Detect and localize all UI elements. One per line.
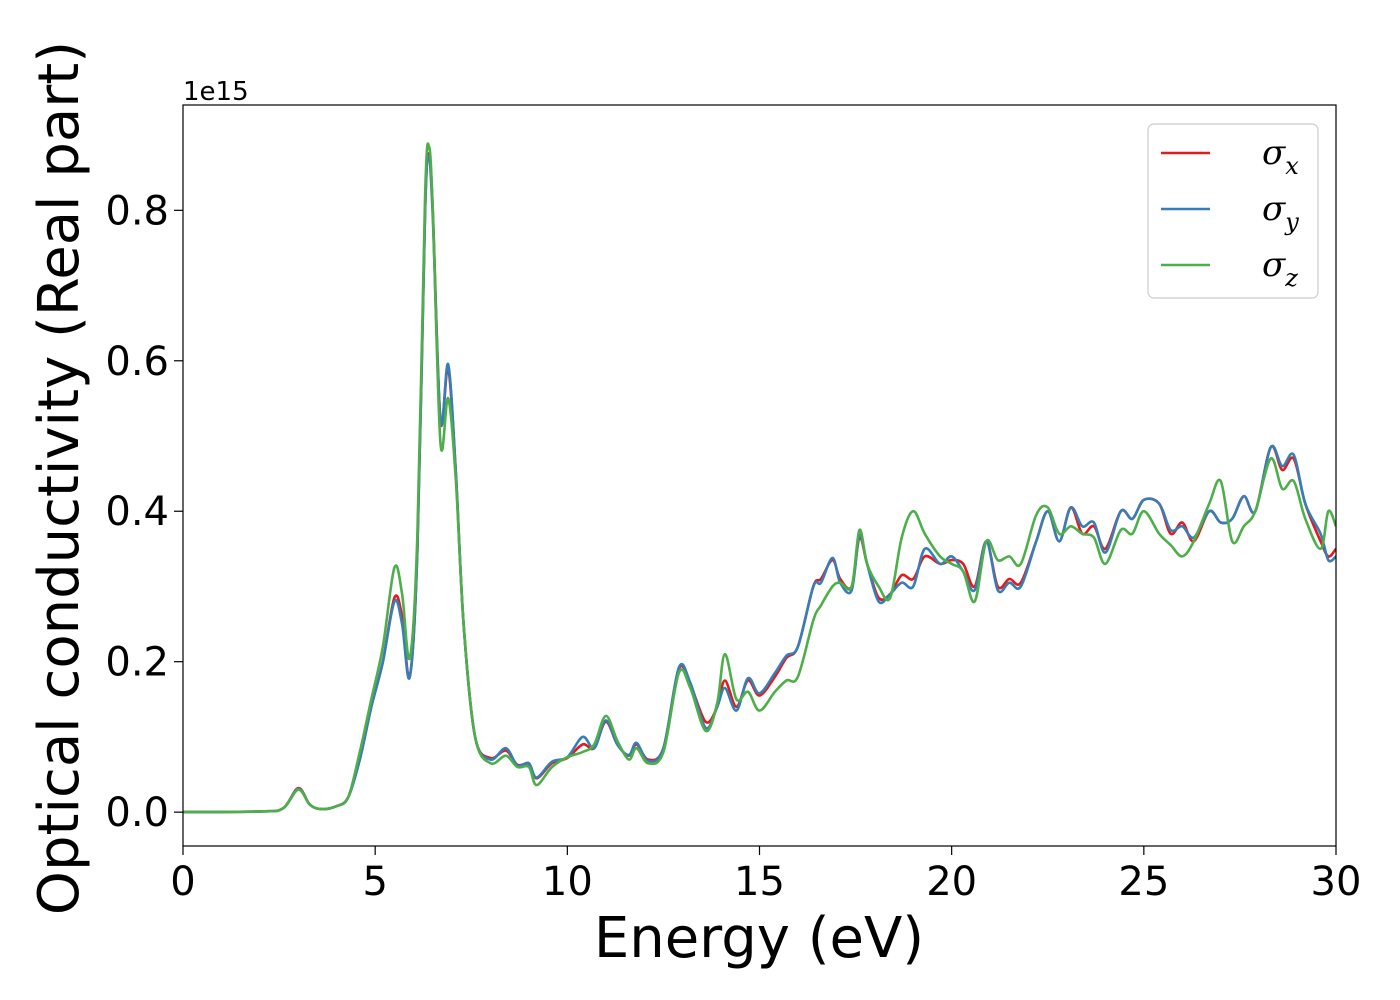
x-tick-label: 30	[1311, 859, 1362, 905]
y-tick-label: 0.0	[105, 790, 169, 836]
y-tick-label: 0.6	[105, 339, 169, 385]
x-tick-label: 20	[926, 859, 977, 905]
y-offset-text: 1e15	[183, 77, 249, 107]
x-tick-label: 0	[170, 859, 195, 905]
legend-label-x: σx	[1262, 133, 1299, 180]
x-tick-label: 5	[362, 859, 387, 905]
legend-label-y: σy	[1262, 189, 1299, 236]
legend: σx σy σz	[1147, 123, 1319, 299]
y-tick-label: 0.2	[105, 640, 169, 686]
series-line-z	[183, 142, 1336, 814]
legend-frame	[1147, 123, 1319, 299]
x-tick-label: 15	[734, 859, 785, 905]
legend-items: σx σy σz	[1161, 133, 1299, 292]
y-axis-ticks: 0.0 0.2 0.4 0.6 0.8	[105, 188, 183, 836]
y-tick-label: 0.4	[105, 489, 169, 535]
series-layer	[183, 142, 1336, 814]
x-axis-label: Energy (eV)	[594, 906, 924, 971]
y-axis-label: Optical conductivity (Real part)	[27, 41, 92, 915]
legend-label-z: σz	[1262, 245, 1298, 292]
y-tick-label: 0.8	[105, 188, 169, 234]
x-tick-label: 10	[542, 859, 593, 905]
x-axis-ticks: 0 5 10 15 20 25 30	[170, 846, 1361, 905]
x-tick-label: 25	[1118, 859, 1169, 905]
